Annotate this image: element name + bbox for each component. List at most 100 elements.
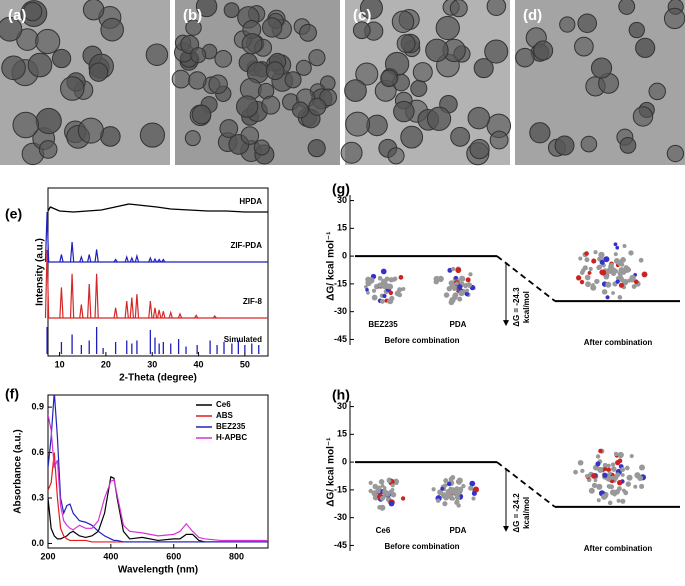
atom [585, 281, 591, 288]
atom [611, 291, 615, 295]
series-label: ZIF-PDA [230, 241, 262, 250]
spectrum [48, 414, 268, 542]
plots: (e) 10 20 30 40 50 2-Theta (degree) Intensity (… [5, 181, 680, 576]
atom [398, 274, 404, 280]
atom [624, 266, 631, 273]
atom [594, 278, 600, 285]
atom [610, 462, 616, 467]
y-tick-label: 0.9 [31, 401, 44, 411]
atom [464, 282, 469, 288]
dg-annotation: kcal/mol [522, 291, 531, 323]
atom [457, 486, 464, 493]
atom [607, 268, 613, 274]
atom [580, 468, 585, 474]
state-label: Before combination [384, 542, 459, 551]
legend-label: ABS [216, 411, 234, 420]
particle [648, 82, 666, 101]
atom [581, 268, 586, 273]
atom [379, 298, 385, 304]
peak [148, 256, 153, 263]
y-axis-label: Intensity (a.u.) [35, 238, 46, 306]
atom [618, 282, 624, 288]
particle [291, 101, 309, 119]
particle [77, 117, 104, 144]
particle [191, 104, 212, 125]
y-tick-label: 30 [337, 195, 347, 205]
atom [641, 271, 648, 278]
atom [584, 257, 590, 263]
atom [471, 496, 476, 501]
image-label: (c) [353, 7, 371, 24]
atom [385, 492, 391, 497]
particle [171, 69, 191, 89]
atom [628, 250, 634, 256]
atom [597, 256, 602, 262]
atom [431, 487, 436, 492]
atom [465, 277, 471, 283]
particle [359, 0, 383, 20]
atom [368, 480, 373, 485]
dg-annotation: kcal/mol [522, 497, 531, 529]
peak [194, 314, 199, 319]
atom [451, 282, 456, 287]
atom [452, 286, 457, 292]
particle [345, 111, 371, 137]
peak [134, 294, 140, 319]
atom [381, 283, 388, 290]
atom [577, 459, 584, 466]
particle [618, 0, 636, 15]
peak [148, 300, 153, 319]
peak [94, 249, 99, 263]
atom [593, 478, 598, 483]
particle [515, 47, 535, 68]
particle [635, 37, 656, 58]
particle [574, 36, 594, 57]
atom [613, 257, 620, 264]
y-tick-label: 0 [342, 250, 347, 260]
molecule-label: BEZ235 [368, 320, 398, 329]
atom [626, 474, 633, 481]
atom [397, 287, 403, 293]
atom [459, 275, 466, 282]
particle [632, 106, 654, 127]
particle [35, 28, 61, 55]
y-tick-label: -15 [334, 278, 347, 288]
atom [443, 478, 449, 484]
atom [587, 270, 592, 275]
particle [352, 21, 371, 40]
atom [613, 252, 618, 257]
particle [391, 10, 415, 33]
atom [599, 259, 605, 265]
image-label: (a) [8, 7, 26, 24]
particle [340, 141, 363, 164]
atom [620, 256, 626, 263]
particle [580, 135, 598, 153]
atom [578, 256, 583, 261]
particle [410, 79, 428, 97]
particle [435, 15, 460, 41]
atom [573, 469, 578, 475]
particle [145, 43, 169, 66]
particle [214, 50, 233, 68]
x-tick-label: 40 [194, 359, 204, 369]
spectrum [48, 395, 268, 543]
particle [184, 130, 201, 147]
particle [666, 144, 685, 163]
atom [609, 262, 614, 267]
atom [364, 285, 368, 289]
atom [591, 482, 598, 488]
atom [401, 286, 406, 291]
particle [208, 74, 228, 95]
plot-frame [47, 187, 269, 357]
spectrum [48, 452, 268, 543]
particle [299, 23, 317, 42]
atom [465, 288, 470, 293]
atom [377, 276, 383, 281]
atom [631, 284, 637, 289]
peak [113, 307, 118, 319]
atom [379, 495, 385, 501]
atom [596, 483, 603, 490]
x-tick-label: 200 [40, 551, 55, 561]
atom [464, 291, 470, 297]
atom [469, 480, 476, 487]
